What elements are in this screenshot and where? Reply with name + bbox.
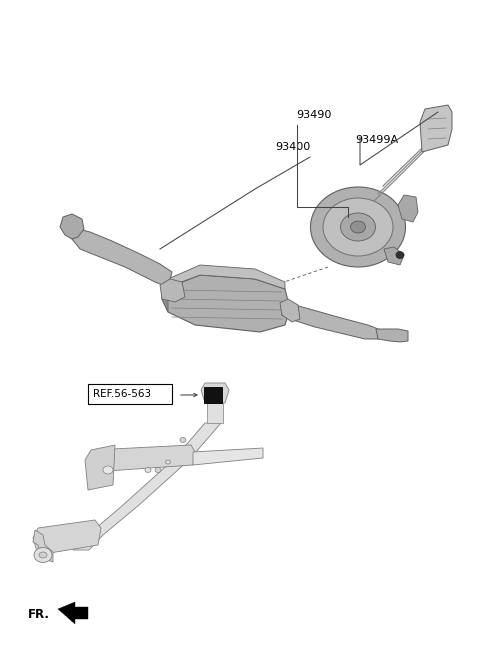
Ellipse shape: [166, 460, 170, 464]
Polygon shape: [72, 229, 172, 287]
Polygon shape: [398, 195, 418, 222]
Text: REF.56-563: REF.56-563: [93, 389, 151, 399]
Ellipse shape: [323, 198, 393, 256]
Polygon shape: [201, 383, 229, 403]
Ellipse shape: [39, 552, 47, 558]
Polygon shape: [160, 279, 185, 302]
Polygon shape: [58, 602, 88, 624]
Ellipse shape: [350, 221, 365, 233]
Ellipse shape: [180, 438, 186, 443]
Ellipse shape: [396, 252, 404, 258]
Polygon shape: [204, 387, 222, 403]
Polygon shape: [376, 329, 408, 342]
Polygon shape: [420, 105, 452, 152]
Text: 93400: 93400: [275, 142, 310, 152]
Polygon shape: [33, 530, 53, 562]
Polygon shape: [85, 445, 115, 490]
Text: 93499A: 93499A: [355, 135, 398, 145]
Polygon shape: [193, 448, 263, 465]
Polygon shape: [207, 403, 223, 423]
Ellipse shape: [145, 468, 151, 472]
Polygon shape: [162, 279, 168, 312]
Polygon shape: [88, 445, 195, 472]
Text: FR.: FR.: [28, 608, 50, 622]
Ellipse shape: [155, 468, 161, 472]
Ellipse shape: [340, 213, 375, 241]
Ellipse shape: [103, 466, 113, 474]
Polygon shape: [60, 214, 84, 239]
Polygon shape: [280, 299, 300, 322]
Polygon shape: [33, 520, 101, 555]
Polygon shape: [168, 265, 285, 289]
Text: 93490: 93490: [296, 110, 331, 120]
Ellipse shape: [311, 187, 406, 267]
Polygon shape: [162, 275, 290, 332]
Polygon shape: [73, 423, 221, 550]
Polygon shape: [384, 247, 404, 265]
Polygon shape: [282, 302, 378, 339]
Ellipse shape: [34, 547, 52, 562]
